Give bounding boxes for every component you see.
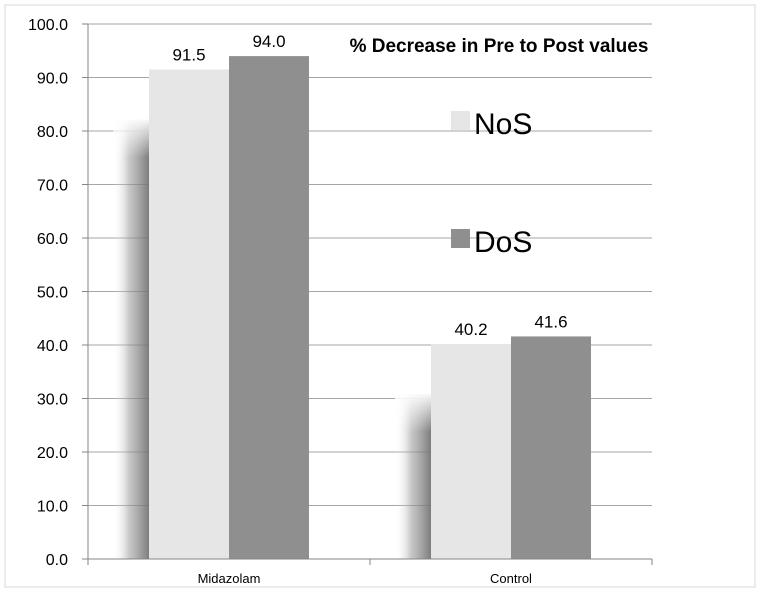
- y-tick-label: 60.0: [37, 231, 68, 248]
- legend-swatch-nos: [451, 111, 470, 130]
- legend-swatch-dos: [451, 229, 470, 248]
- bars: [149, 56, 591, 559]
- x-tick-labels: Midazolam Control: [198, 571, 532, 586]
- y-tick-labels: 0.0 10.0 20.0 30.0 40.0 50.0 60.0 70.0 80.0 90.0 1…: [28, 17, 68, 569]
- y-tick-label: 30.0: [37, 392, 68, 409]
- bar-dos-control: [511, 336, 591, 559]
- bar-shadow-fade: [395, 391, 431, 432]
- y-tick-label: 40.0: [37, 338, 68, 355]
- y-tick-label: 80.0: [37, 124, 68, 141]
- bar-shadow-fade: [113, 117, 149, 158]
- x-tick-label: Midazolam: [198, 571, 261, 586]
- axes: [82, 23, 653, 565]
- legend-label-nos: NoS: [474, 108, 532, 141]
- data-label: 40.2: [454, 320, 487, 339]
- data-label: 94.0: [252, 32, 285, 51]
- bar-nos-midazolam: [149, 69, 229, 559]
- y-tick-label: 0.0: [46, 552, 68, 569]
- x-tick-label: Control: [490, 571, 532, 586]
- y-tick-label: 10.0: [37, 499, 68, 516]
- chart-title: % Decrease in Pre to Post values: [350, 36, 649, 57]
- data-label: 91.5: [172, 45, 205, 64]
- legend: NoS DoS: [451, 108, 532, 259]
- legend-label-dos: DoS: [474, 226, 532, 259]
- bar-shadow: [113, 119, 149, 559]
- y-tick-label: 70.0: [37, 178, 68, 195]
- y-tick-label: 90.0: [37, 71, 68, 88]
- data-label: 41.6: [534, 312, 567, 331]
- bar-nos-control: [431, 343, 511, 559]
- data-labels: 91.5 94.0 40.2 41.6: [172, 32, 567, 339]
- bar-dos-midazolam: [229, 56, 309, 559]
- y-tick-label: 50.0: [37, 285, 68, 302]
- bar-shadows: [113, 117, 431, 559]
- y-tick-label: 100.0: [28, 17, 68, 34]
- y-tick-label: 20.0: [37, 445, 68, 462]
